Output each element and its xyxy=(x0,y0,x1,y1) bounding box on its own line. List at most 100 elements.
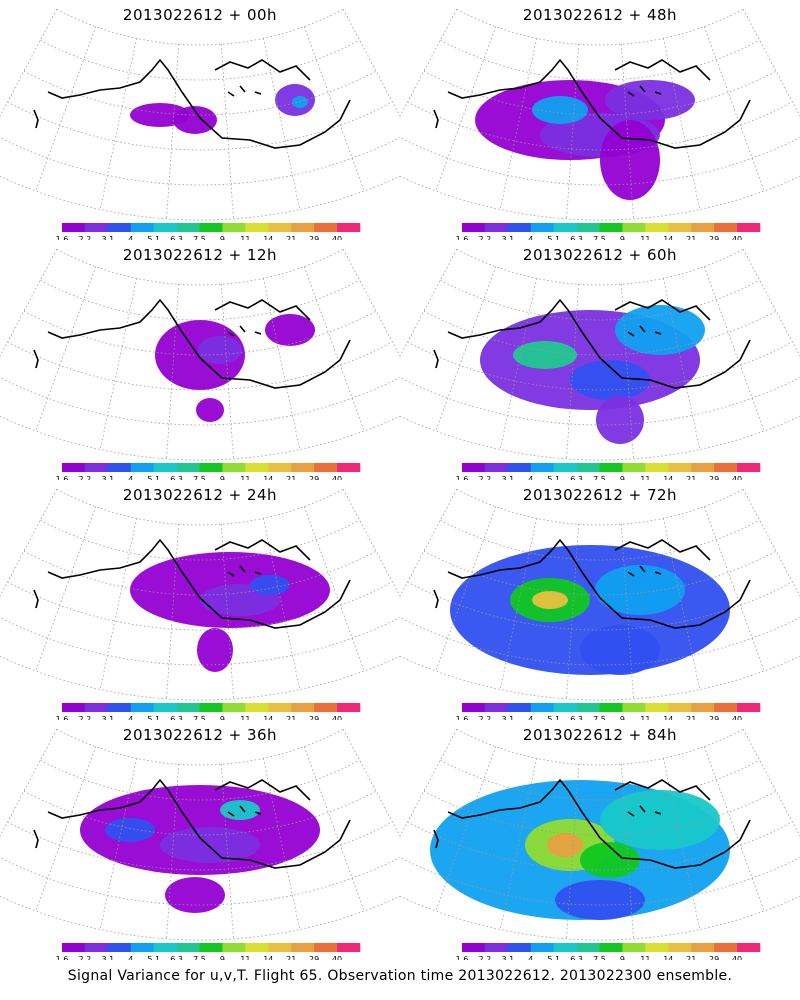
colorbar-swatch xyxy=(484,703,509,712)
colorbar-label: 5.1 xyxy=(147,475,160,480)
colorbar-swatch xyxy=(222,703,246,712)
colorbar-swatch xyxy=(553,943,577,952)
colorbar-label: 3.1 xyxy=(101,955,114,960)
colorbar-label: 2.2 xyxy=(479,955,492,960)
colorbar-label: 21 xyxy=(686,715,696,720)
colorbar-label: 5.1 xyxy=(147,955,160,960)
colorbar-swatch xyxy=(599,223,623,232)
colorbar-swatch xyxy=(484,463,509,472)
colorbar-label: 7.5 xyxy=(593,475,606,480)
colorbar: 1.6 2.2 3.1 4 5.1 6.3 7.5 9 11 14 21 29 40 xyxy=(456,223,761,240)
colorbar-label: 6.3 xyxy=(570,235,583,240)
colorbar-label: 29 xyxy=(309,715,319,720)
panel-title: 2013022612 + 84h xyxy=(522,726,678,744)
figure-caption: Signal Variance for u,v,T. Flight 65. Ob… xyxy=(67,968,733,984)
colorbar-label: 5.1 xyxy=(547,955,560,960)
colorbar-label: 1.6 xyxy=(56,235,69,240)
colorbar-swatch xyxy=(153,463,177,472)
colorbar-label: 3.1 xyxy=(101,715,114,720)
panel-title: 2013022612 + 24h xyxy=(122,486,278,504)
colorbar-swatch xyxy=(645,703,669,712)
colorbar-swatch xyxy=(645,463,669,472)
colorbar-label: 4 xyxy=(528,955,533,960)
colorbar-swatch xyxy=(714,703,738,712)
colorbar-swatch xyxy=(530,703,554,712)
colorbar-swatch xyxy=(507,943,532,952)
colorbar-label: 40 xyxy=(732,715,742,720)
colorbar-label: 4 xyxy=(128,715,133,720)
colorbar-swatch xyxy=(668,703,692,712)
variance-contour-region xyxy=(165,877,225,913)
map-plot: 1.6 2.2 3.1 4 5.1 6.3 7.5 9 11 14 21 29 40 xyxy=(0,728,400,960)
variance-contour-region xyxy=(615,305,705,355)
colorbar-label: 2.2 xyxy=(479,475,492,480)
panel-title: 2013022612 + 72h xyxy=(522,486,678,504)
colorbar-swatch xyxy=(645,223,669,232)
colorbar-swatch xyxy=(507,223,532,232)
colorbar-label: 6.3 xyxy=(170,235,183,240)
panel-72h: 2013022612 + 72h 1.6 2.2 3.1 4 5.1 6.3 7.5 9 11 1… xyxy=(400,480,800,720)
colorbar-label: 29 xyxy=(309,475,319,480)
colorbar-label: 2.2 xyxy=(79,475,92,480)
colorbar-swatch xyxy=(130,463,154,472)
colorbar-label: 6.3 xyxy=(570,475,583,480)
colorbar-label: 21 xyxy=(286,955,296,960)
colorbar-label: 3.1 xyxy=(501,235,514,240)
colorbar-swatch xyxy=(291,463,315,472)
colorbar-swatch xyxy=(222,223,246,232)
graticule xyxy=(400,8,800,221)
colorbar-swatch xyxy=(668,943,692,952)
colorbar-label: 7.5 xyxy=(193,235,206,240)
variance-contour-region xyxy=(600,790,720,850)
variance-contour-region xyxy=(595,565,685,615)
colorbar-label: 1.6 xyxy=(456,955,469,960)
colorbar: 1.6 2.2 3.1 4 5.1 6.3 7.5 9 11 14 21 29 40 xyxy=(456,943,761,960)
colorbar-label: 14 xyxy=(663,715,673,720)
map-plot: 1.6 2.2 3.1 4 5.1 6.3 7.5 9 11 14 21 29 40 xyxy=(0,488,400,720)
variance-contour-region xyxy=(600,120,660,200)
graticule xyxy=(0,248,400,461)
colorbar-swatch xyxy=(530,463,554,472)
colorbar-swatch xyxy=(599,703,623,712)
colorbar-label: 5.1 xyxy=(147,235,160,240)
colorbar-swatch xyxy=(62,463,86,472)
colorbar-swatch xyxy=(268,463,292,472)
colorbar-label: 6.3 xyxy=(570,715,583,720)
colorbar-label: 14 xyxy=(263,715,273,720)
colorbar-swatch xyxy=(622,223,646,232)
colorbar-swatch xyxy=(153,703,177,712)
colorbar-label: 9 xyxy=(220,955,225,960)
colorbar-label: 40 xyxy=(332,235,342,240)
colorbar-swatch xyxy=(737,463,761,472)
colorbar-swatch xyxy=(62,943,86,952)
colorbar-label: 9 xyxy=(620,235,625,240)
variance-contour-region xyxy=(532,96,588,124)
variance-contour-region xyxy=(173,106,217,134)
colorbar-label: 11 xyxy=(240,955,250,960)
colorbar-swatch xyxy=(268,703,292,712)
colorbar-swatch xyxy=(484,223,509,232)
colorbar-swatch xyxy=(291,223,315,232)
colorbar-label: 1.6 xyxy=(456,475,469,480)
colorbar-swatch xyxy=(314,703,338,712)
colorbar-swatch xyxy=(668,463,692,472)
colorbar-swatch xyxy=(199,703,223,712)
colorbar-swatch xyxy=(222,943,246,952)
colorbar-swatch xyxy=(337,463,361,472)
colorbar-label: 3.1 xyxy=(501,475,514,480)
colorbar-label: 6.3 xyxy=(570,955,583,960)
colorbar-swatch xyxy=(199,943,223,952)
colorbar-swatch xyxy=(599,463,623,472)
coastline xyxy=(33,58,351,149)
panel-36h: 2013022612 + 36h 1.6 2.2 3.1 4 5.1 6.3 7.5 9 11 1… xyxy=(0,720,400,960)
panel-12h: 2013022612 + 12h 1.6 2.2 3.1 4 5.1 6.3 7.5 9 11 1… xyxy=(0,240,400,480)
colorbar-label: 21 xyxy=(686,235,696,240)
colorbar-label: 11 xyxy=(240,475,250,480)
variance-contour-region xyxy=(570,360,650,400)
colorbar-label: 4 xyxy=(528,715,533,720)
colorbar-swatch xyxy=(645,943,669,952)
colorbar-swatch xyxy=(622,463,646,472)
colorbar-label: 5.1 xyxy=(547,715,560,720)
colorbar-label: 9 xyxy=(620,475,625,480)
colorbar-swatch xyxy=(107,463,132,472)
